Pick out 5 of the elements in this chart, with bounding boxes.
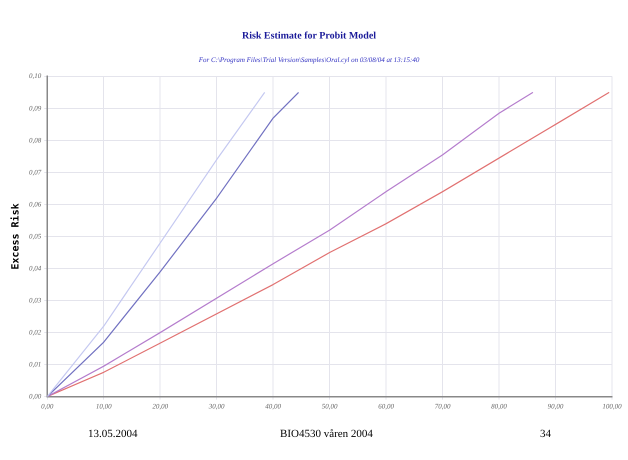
- y-axis-title: Excess Risk: [10, 203, 22, 270]
- text: 34: [540, 428, 551, 440]
- text: BIO4530 våren 2004: [280, 428, 373, 440]
- text: 13.05.2004: [88, 428, 138, 440]
- chart-title: Risk Estimate for Probit Model: [242, 30, 376, 42]
